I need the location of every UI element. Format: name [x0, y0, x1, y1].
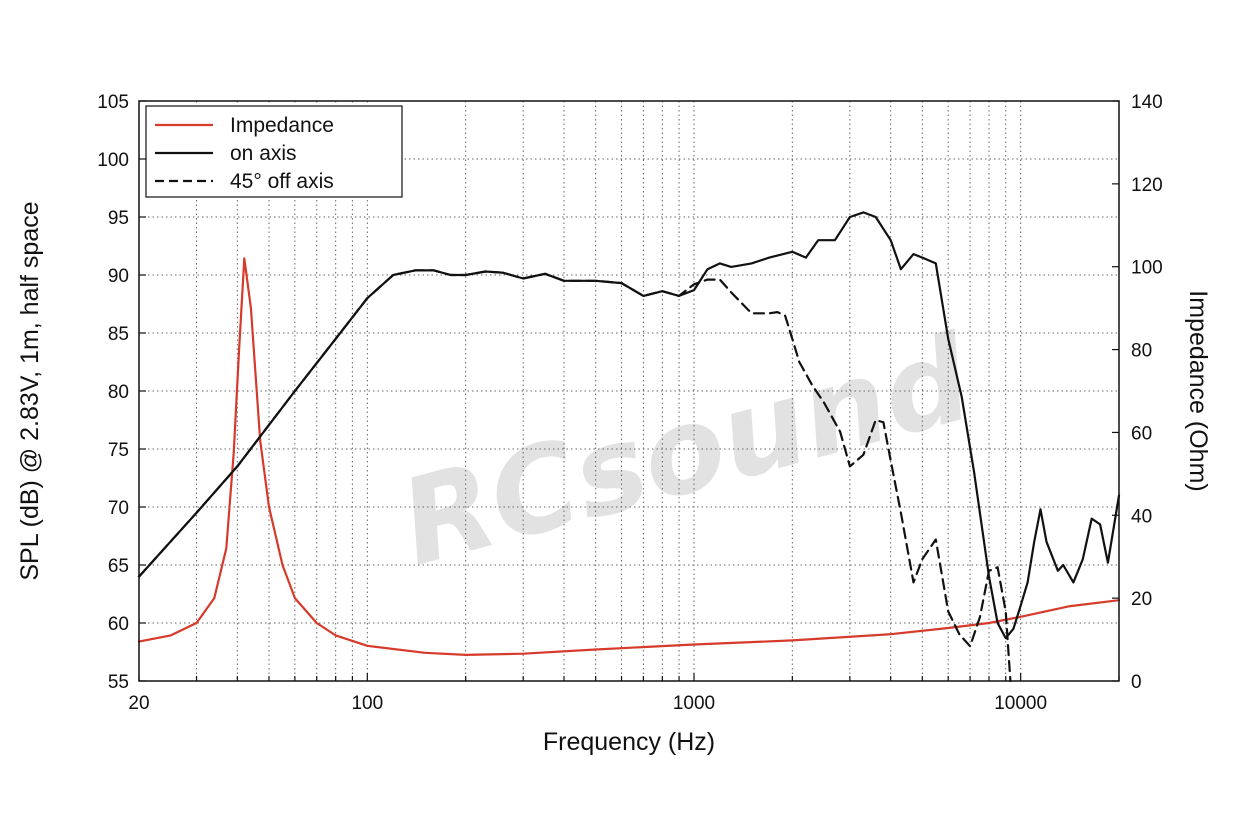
y-tick-label: 70 [108, 498, 129, 519]
y-tick-label: 100 [97, 150, 129, 171]
y2-tick-label: 60 [1131, 423, 1152, 444]
y-axis-ticks: 55 60 65 70 75 80 85 90 95 100 105 [97, 92, 146, 693]
y2-tick-label: 140 [1131, 92, 1163, 113]
y2-tick-label: 100 [1131, 258, 1163, 279]
x-tick-label: 10000 [994, 693, 1047, 714]
y-tick-label: 60 [108, 614, 129, 635]
legend-label-off-axis: 45° off axis [230, 170, 334, 193]
legend-label-on-axis: on axis [230, 142, 297, 165]
y-tick-label: 75 [108, 440, 129, 461]
legend: Impedance on axis 45° off axis [145, 105, 403, 198]
y-tick-label: 85 [108, 324, 129, 345]
y2-tick-label: 80 [1131, 341, 1152, 362]
y2-tick-label: 120 [1131, 175, 1163, 196]
y2-tick-label: 0 [1131, 672, 1142, 693]
legend-label-impedance: Impedance [230, 114, 334, 137]
y-tick-label: 80 [108, 382, 129, 403]
x-tick-label: 20 [128, 693, 149, 714]
series-line-impedance [137, 257, 1121, 657]
watermark-text: RCsound [387, 308, 986, 592]
x-axis-title: Frequency (Hz) [543, 728, 715, 756]
y2-axis-title: Impedance (Ohm) [1184, 290, 1212, 491]
x-axis-ticks: 20 100 1000 10000 [128, 673, 1120, 714]
data-series [137, 211, 1121, 683]
y2-axis-ticks: 0 20 40 60 80 100 120 140 [1112, 92, 1163, 693]
y-axis-title: SPL (dB) @ 2.83V, 1m, half space [16, 201, 44, 580]
y2-tick-label: 20 [1131, 589, 1152, 610]
y-tick-label: 105 [97, 92, 129, 113]
y-tick-label: 95 [108, 208, 129, 229]
x-tick-label: 1000 [673, 693, 715, 714]
series-line-45-off-axis [137, 269, 1012, 683]
x-tick-label: 100 [351, 693, 383, 714]
y2-tick-label: 40 [1131, 506, 1152, 527]
watermark: RCsound [387, 308, 986, 592]
y-tick-label: 55 [108, 672, 129, 693]
plot-frame [138, 100, 1120, 682]
y-tick-label: 90 [108, 266, 129, 287]
y-tick-label: 65 [108, 556, 129, 577]
